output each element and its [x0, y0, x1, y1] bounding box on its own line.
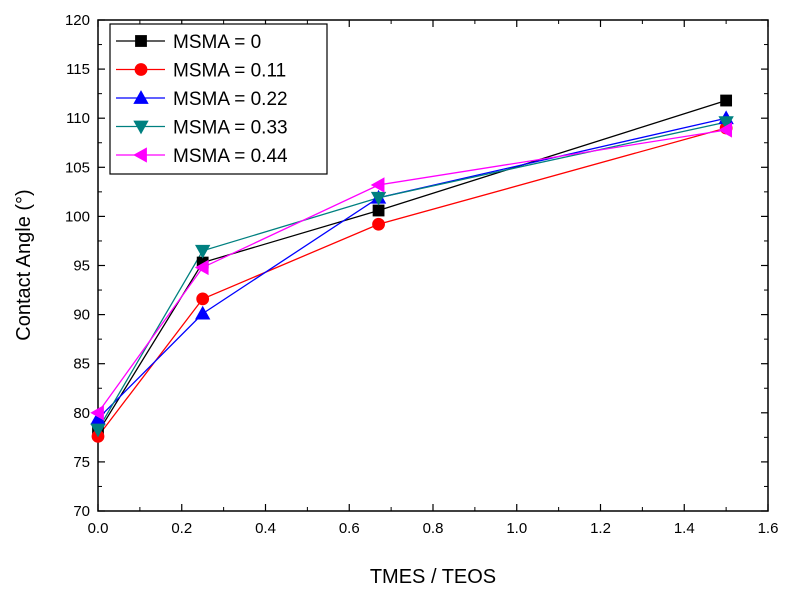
x-tick-label: 0.4 — [255, 520, 276, 537]
y-tick-label: 115 — [66, 61, 90, 78]
data-point — [195, 244, 211, 259]
data-point — [370, 177, 385, 193]
legend-marker — [134, 63, 148, 76]
x-tick-label: 0.2 — [171, 520, 192, 537]
data-point — [194, 259, 209, 276]
data-point — [196, 292, 210, 306]
data-point — [718, 116, 734, 130]
x-tick-label: 0.0 — [88, 520, 109, 537]
y-axis-title: Contact Angle (°) — [13, 189, 35, 340]
legend-label: MSMA = 0.22 — [173, 89, 288, 110]
series-lines — [97, 99, 727, 437]
legend: MSMA = 0 MSMA = 0.11 MSMA = 0.22 MSMA = 0.3… — [109, 23, 328, 175]
y-tick-label: 110 — [66, 110, 90, 127]
y-tick-label: 80 — [73, 405, 90, 422]
series-line — [97, 129, 727, 414]
legend-marker — [133, 120, 149, 135]
data-point — [718, 122, 733, 138]
legend-marker — [135, 35, 147, 47]
legend-label: MSMA = 0.33 — [173, 118, 288, 139]
series-markers — [90, 94, 734, 443]
x-tick-label: 1.2 — [590, 520, 611, 537]
data-point — [720, 94, 733, 107]
data-point — [372, 217, 385, 231]
x-axis-title: TMES / TEOS — [370, 566, 496, 588]
x-tick-label: 1.6 — [758, 520, 779, 537]
data-point — [90, 405, 104, 421]
legend-marker — [133, 147, 147, 163]
y-tick-label: 75 — [73, 454, 90, 471]
legend-label: MSMA = 0 — [173, 32, 261, 53]
series-line — [97, 99, 727, 433]
data-point — [195, 305, 211, 320]
data-point — [372, 204, 385, 217]
y-tick-label: 90 — [73, 307, 90, 324]
series-line — [97, 127, 727, 437]
y-tick-label: 120 — [65, 12, 90, 29]
x-tick-label: 0.8 — [423, 520, 444, 537]
y-tick-label: 100 — [65, 208, 90, 225]
legend-label: MSMA = 0.44 — [173, 146, 288, 167]
y-tick-label: 105 — [65, 159, 90, 176]
x-tick-label: 0.6 — [339, 520, 360, 537]
x-tick-label: 1.0 — [506, 520, 527, 537]
y-tick-label: 85 — [73, 356, 90, 373]
x-tick-label: 1.4 — [674, 520, 695, 537]
y-tick-label: 95 — [73, 258, 90, 275]
axis-ticks: 0.0 0.2 0.4 0.6 0.8 1.0 1.2 1.4 1.6 70 75 80 85 90 95 1… — [65, 12, 778, 537]
y-tick-label: 70 — [73, 503, 90, 520]
legend-label: MSMA = 0.11 — [173, 61, 286, 82]
legend-marker — [133, 90, 149, 104]
data-point — [90, 423, 106, 438]
data-point — [370, 191, 387, 206]
